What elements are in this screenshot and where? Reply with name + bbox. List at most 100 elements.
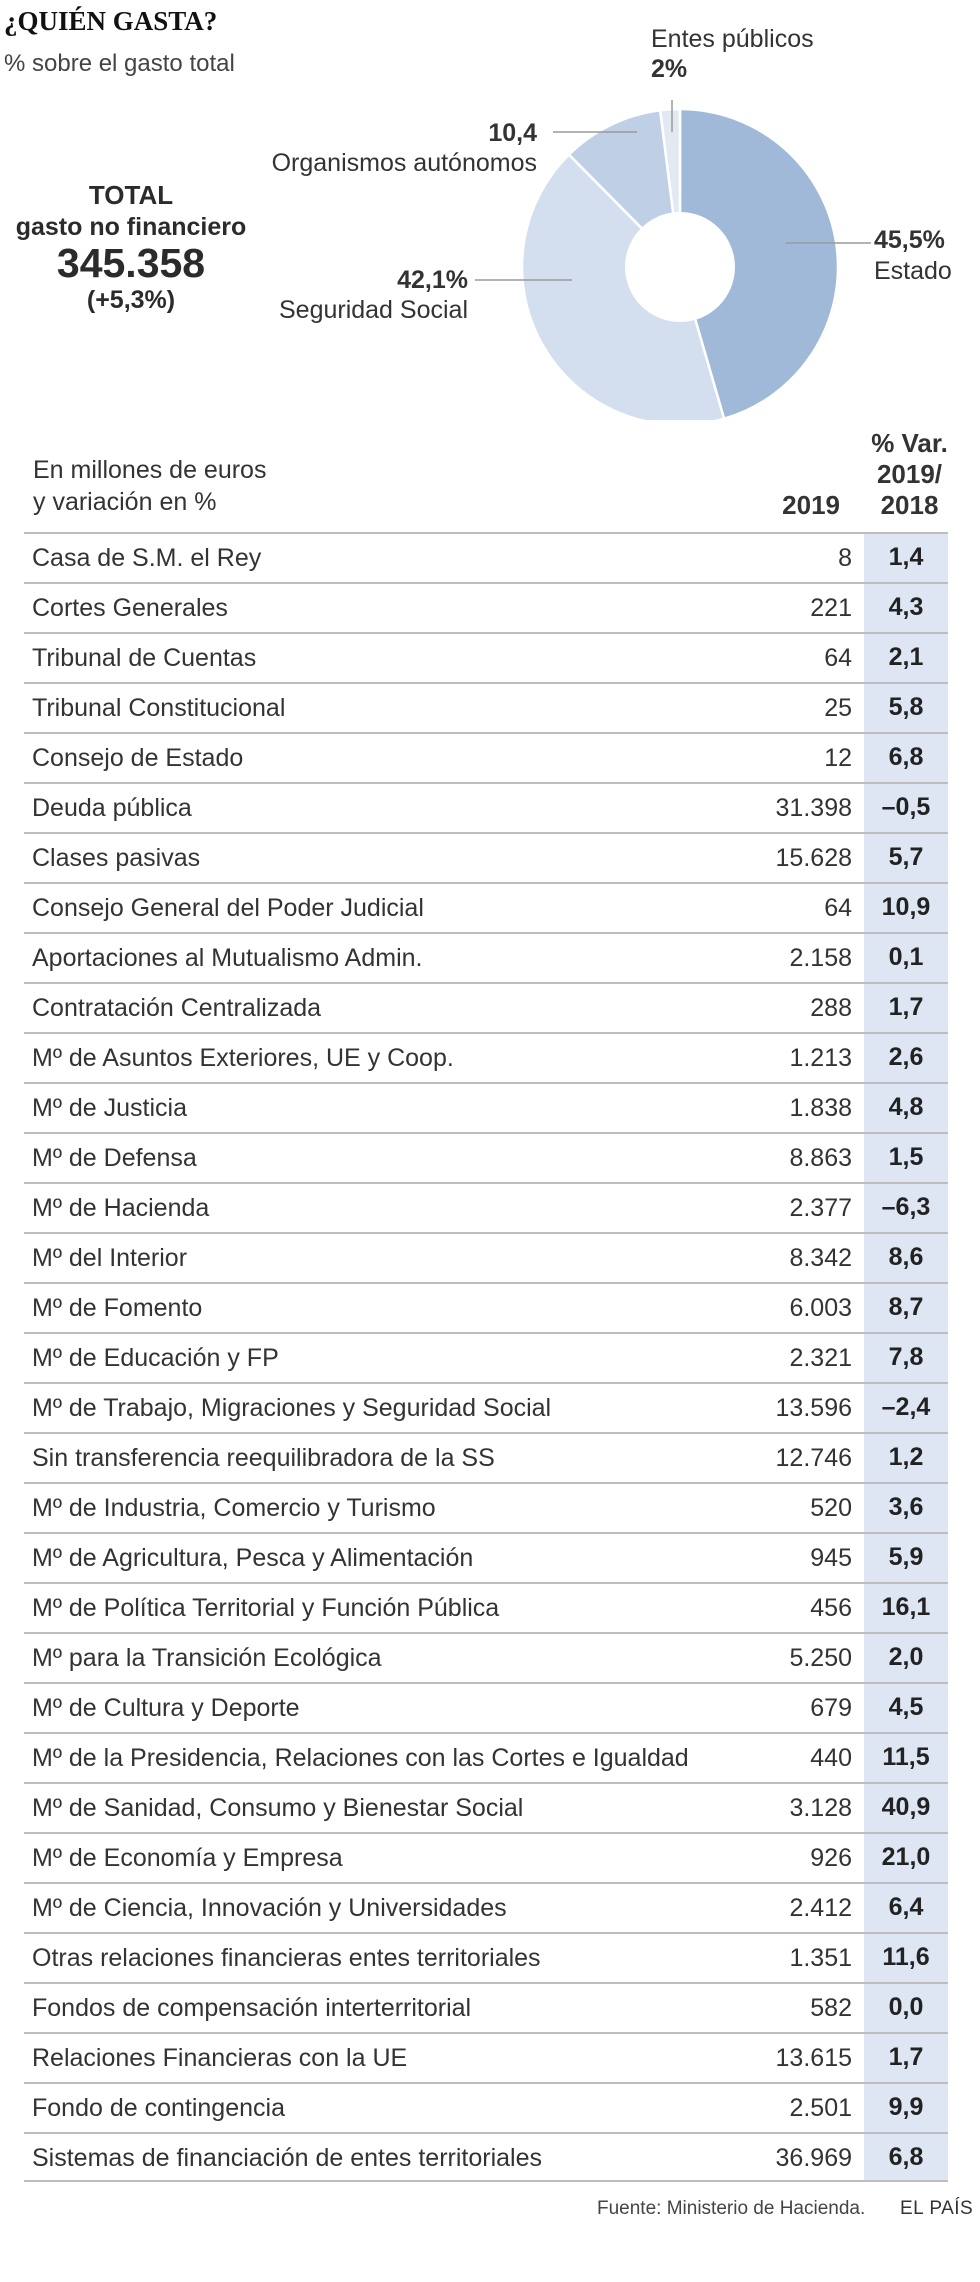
row-value-2019: 1.351 [789, 1944, 852, 1972]
row-variation: 6,4 [864, 1884, 948, 1932]
row-variation: 6,8 [864, 2134, 948, 2180]
slice-label-name-organismos: Organismos autónomos [272, 149, 537, 177]
row-variation: 4,8 [864, 1084, 948, 1132]
row-variation: 11,5 [864, 1734, 948, 1782]
row-variation: 8,7 [864, 1284, 948, 1332]
row-value-2019: 8 [838, 544, 852, 572]
table-row: Otras relaciones financieras entes terri… [24, 1932, 948, 1982]
row-value-2019: 31.398 [775, 794, 852, 822]
table-row: Mº de Asuntos Exteriores, UE y Coop. 1.21… [24, 1032, 948, 1082]
table-row: Mº de Hacienda 2.377 –6,3 [24, 1182, 948, 1232]
table-row: Mº de Cultura y Deporte 679 4,5 [24, 1682, 948, 1732]
row-name: Mº para la Transición Ecológica [32, 1644, 382, 1672]
row-variation: –6,3 [864, 1184, 948, 1232]
table-row: Fondos de compensación interterritorial 5… [24, 1982, 948, 2032]
table-row: Fondo de contingencia 2.501 9,9 [24, 2082, 948, 2132]
table-row: Sistemas de financiación de entes territ… [24, 2132, 948, 2182]
row-name: Fondo de contingencia [32, 2094, 285, 2122]
row-variation: 2,0 [864, 1634, 948, 1682]
total-value: 345.358 [56, 240, 206, 286]
row-name: Mº de Política Territorial y Función Púb… [32, 1594, 500, 1622]
row-name: Mº de Hacienda [32, 1194, 210, 1222]
row-name: Mº de la Presidencia, Relaciones con las… [32, 1744, 689, 1772]
table-row: Mº de la Presidencia, Relaciones con las… [24, 1732, 948, 1782]
table-row: Tribunal de Cuentas 64 2,1 [24, 632, 948, 682]
donut-slice-seguridad-social [520, 152, 726, 420]
row-value-2019: 13.596 [775, 1394, 852, 1422]
row-value-2019: 582 [810, 1994, 852, 2022]
row-variation: 16,1 [864, 1584, 948, 1632]
row-variation: 4,5 [864, 1684, 948, 1732]
row-variation: 0,0 [864, 1984, 948, 2032]
table-row: Deuda pública 31.398 –0,5 [24, 782, 948, 832]
row-variation: 1,2 [864, 1434, 948, 1482]
row-name: Mº de Fomento [32, 1294, 203, 1322]
row-name: Aportaciones al Mutualismo Admin. [32, 944, 423, 972]
brand-label: EL PAÍS [900, 2198, 974, 2219]
row-variation: 5,8 [864, 684, 948, 732]
table-row: Aportaciones al Mutualismo Admin. 2.158 0,… [24, 932, 948, 982]
table-row: Mº de Fomento 6.003 8,7 [24, 1282, 948, 1332]
source-note: Fuente: Ministerio de Hacienda. [597, 2198, 866, 2219]
row-variation: 11,6 [864, 1934, 948, 1982]
row-value-2019: 1.213 [789, 1044, 852, 1072]
table-row: Mº de Economía y Empresa 926 21,0 [24, 1832, 948, 1882]
row-variation: 5,9 [864, 1534, 948, 1582]
row-value-2019: 8.863 [789, 1144, 852, 1172]
row-name: Mº de Industria, Comercio y Turismo [32, 1494, 436, 1522]
row-variation: 0,1 [864, 934, 948, 982]
table-row: Casa de S.M. el Rey 8 1,4 [24, 532, 948, 582]
donut-chart: Entes públicos 2% 10,4 Organismos autóno… [272, 25, 952, 420]
row-value-2019: 456 [810, 1594, 852, 1622]
row-name: Mº de Defensa [32, 1144, 197, 1172]
row-value-2019: 2.377 [789, 1194, 852, 1222]
row-name: Fondos de compensación interterritorial [32, 1994, 472, 2022]
row-name: Otras relaciones financieras entes terri… [32, 1944, 541, 1972]
units-label: En millones de euros [33, 456, 267, 484]
row-variation: 21,0 [864, 1834, 948, 1882]
row-value-2019: 12 [824, 744, 852, 772]
slice-label-value-seguridad: 42,1% [397, 266, 468, 294]
row-name: Mº de Ciencia, Innovación y Universidade… [32, 1894, 507, 1922]
table-row: Consejo de Estado 12 6,8 [24, 732, 948, 782]
table-row: Mº de Política Territorial y Función Púb… [24, 1582, 948, 1632]
row-value-2019: 15.628 [775, 844, 852, 872]
row-name: Mº de Agricultura, Pesca y Alimentación [32, 1544, 474, 1572]
donut-slices [520, 107, 840, 420]
row-value-2019: 945 [810, 1544, 852, 1572]
row-variation: –2,4 [864, 1384, 948, 1432]
total-change: (+5,3%) [86, 286, 176, 314]
row-value-2019: 926 [810, 1844, 852, 1872]
row-name: Mº de Trabajo, Migraciones y Seguridad S… [32, 1394, 552, 1422]
row-name: Contratación Centralizada [32, 994, 322, 1022]
units-sublabel: y variación en % [33, 488, 217, 516]
row-value-2019: 6.003 [789, 1294, 852, 1322]
row-name: Tribunal de Cuentas [32, 644, 257, 672]
row-name: Relaciones Financieras con la UE [32, 2044, 408, 2072]
spending-table: Casa de S.M. el Rey 8 1,4 Cortes Generales 2… [24, 532, 948, 2182]
row-variation: 2,1 [864, 634, 948, 682]
column-header-var-base: 2018 [880, 490, 939, 520]
table-row: Contratación Centralizada 288 1,7 [24, 982, 948, 1032]
table-row: Cortes Generales 221 4,3 [24, 582, 948, 632]
row-value-2019: 2.321 [789, 1344, 852, 1372]
row-value-2019: 8.342 [789, 1244, 852, 1272]
row-value-2019: 25 [824, 694, 852, 722]
row-variation: 40,9 [864, 1784, 948, 1832]
table-row: Relaciones Financieras con la UE 13.615 1,… [24, 2032, 948, 2082]
row-name: Mº de Cultura y Deporte [32, 1694, 300, 1722]
row-name: Deuda pública [32, 794, 192, 822]
row-variation: 1,7 [864, 2034, 948, 2082]
row-name: Cortes Generales [32, 594, 228, 622]
table-row: Mº de Justicia 1.838 4,8 [24, 1082, 948, 1132]
row-value-2019: 36.969 [775, 2144, 852, 2172]
leader-lines [475, 100, 871, 281]
donut-hole [625, 212, 735, 322]
row-value-2019: 288 [810, 994, 852, 1022]
total-sublabel: gasto no financiero [15, 213, 247, 241]
table-row: Mº de Ciencia, Innovación y Universidade… [24, 1882, 948, 1932]
row-variation: 10,9 [864, 884, 948, 932]
row-name: Tribunal Constitucional [32, 694, 286, 722]
row-variation: 4,3 [864, 584, 948, 632]
row-name: Mº de Educación y FP [32, 1344, 279, 1372]
